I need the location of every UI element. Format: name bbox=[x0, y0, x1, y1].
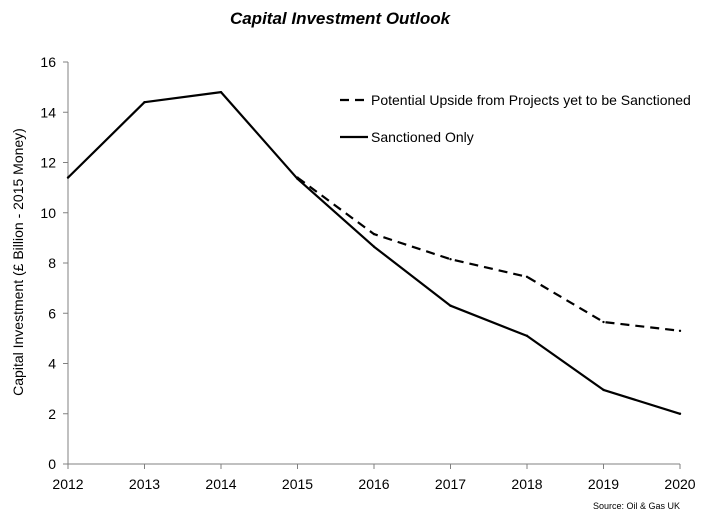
x-tick-label: 2013 bbox=[129, 476, 160, 492]
series-1-point bbox=[678, 412, 682, 415]
series-1-point bbox=[219, 90, 223, 94]
source-note: Source: Oil & Gas UK bbox=[593, 501, 680, 511]
chart-title: Capital Investment Outlook bbox=[230, 9, 452, 28]
x-tick-label: 2012 bbox=[52, 476, 83, 492]
series-0-point bbox=[449, 258, 452, 261]
y-tick-label: 14 bbox=[40, 104, 56, 120]
series-1-point bbox=[449, 304, 452, 307]
legend: Potential Upside from Projects yet to be… bbox=[340, 92, 691, 145]
x-tick-label: 2018 bbox=[511, 476, 542, 492]
series-0-point bbox=[602, 320, 605, 324]
x-tick-label: 2015 bbox=[282, 476, 313, 492]
series-0-point bbox=[678, 329, 682, 333]
series-0-point bbox=[525, 275, 529, 279]
series-1-point bbox=[602, 388, 605, 392]
y-axis-label: Capital Investment (£ Billion - 2015 Mon… bbox=[10, 128, 26, 396]
x-tick-label: 2020 bbox=[664, 476, 695, 492]
y-tick-label: 6 bbox=[48, 305, 56, 321]
x-ticks: 2012 2013 2014 2015 2016 2017 2018 2019 2020 bbox=[52, 464, 696, 492]
y-tick-label: 0 bbox=[48, 456, 56, 472]
series-1-point bbox=[66, 176, 70, 179]
y-ticks: 0 2 4 6 8 10 12 14 16 bbox=[40, 54, 68, 472]
series-1-point bbox=[525, 334, 529, 338]
series-1-point bbox=[296, 177, 299, 181]
x-tick-label: 2019 bbox=[588, 476, 619, 492]
y-tick-label: 16 bbox=[40, 54, 56, 70]
x-tick-label: 2014 bbox=[205, 476, 236, 492]
x-tick-label: 2017 bbox=[435, 476, 466, 492]
y-tick-label: 2 bbox=[48, 406, 56, 422]
y-tick-label: 10 bbox=[40, 205, 56, 221]
series-layer bbox=[66, 90, 682, 415]
series-0-point bbox=[372, 232, 376, 236]
y-tick-label: 4 bbox=[48, 356, 56, 372]
y-tick-label: 12 bbox=[40, 155, 56, 171]
series-line-0 bbox=[296, 176, 681, 332]
series-1-point bbox=[143, 101, 146, 104]
legend-label-1: Sanctioned Only bbox=[371, 129, 474, 145]
x-tick-label: 2016 bbox=[358, 476, 389, 492]
series-1-point bbox=[372, 245, 376, 248]
y-tick-label: 8 bbox=[48, 255, 56, 271]
legend-label-0: Potential Upside from Projects yet to be… bbox=[371, 92, 691, 108]
